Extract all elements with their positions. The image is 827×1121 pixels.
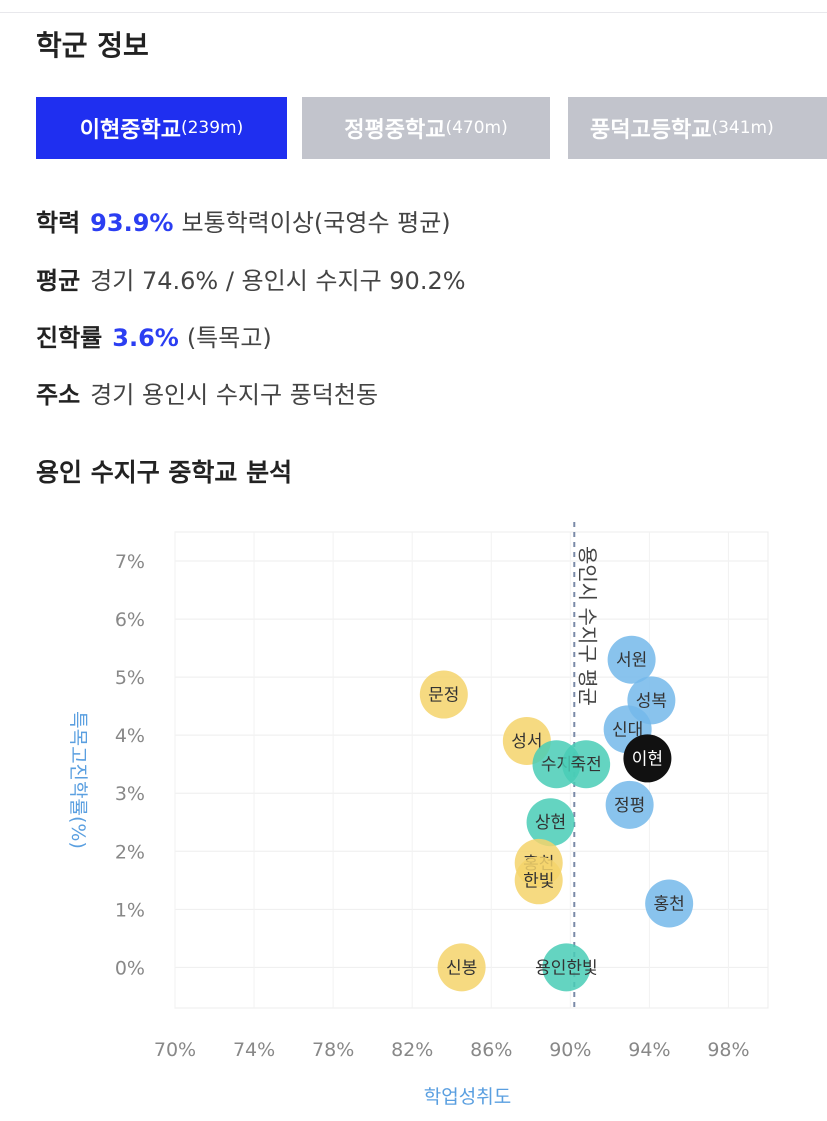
data-point-label: 신대 [612, 720, 643, 740]
y-tick-label: 4% [115, 725, 145, 747]
y-tick-label: 2% [115, 841, 145, 863]
info-academic-row: 학력 93.9% 보통학력이상(국영수 평균) [36, 203, 451, 238]
data-point [542, 943, 591, 992]
y-tick-label: 1% [115, 899, 145, 921]
info-average-text: 경기 74.6% / 용인시 수지구 90.2% [90, 267, 466, 295]
school-tabs: 이현중학교 (239m) 정평중학교 (470m) 풍덕고등학교 (341m) [36, 97, 827, 159]
info-advance-text: (특목고) [186, 324, 272, 352]
x-axis-label: 학업성취도 [424, 1086, 511, 1108]
data-point-label: 성복 [636, 691, 667, 711]
x-tick-label: 82% [391, 1039, 433, 1061]
data-point [607, 635, 656, 684]
info-address-label: 주소 [36, 381, 81, 409]
data-point-label: 죽전 [571, 755, 602, 775]
tab-school-2-name: 정평중학교 [344, 118, 446, 143]
data-point-label: 성서 [511, 732, 542, 752]
data-point [419, 670, 468, 719]
data-point-label: 홍천 [654, 895, 685, 915]
tab-school-1-distance: (239m) [180, 118, 244, 138]
tab-school-2-distance: (470m) [445, 118, 508, 138]
info-average-row: 평균 경기 74.6% / 용인시 수지구 90.2% [36, 261, 466, 296]
x-tick-label: 86% [470, 1039, 512, 1061]
tab-school-3-name: 풍덕고등학교 [590, 118, 712, 143]
chart-title: 용인 수지구 중학교 분석 [36, 458, 293, 487]
tab-school-3-distance: (341m) [711, 118, 774, 138]
data-point [645, 879, 694, 928]
info-advance-value: 3.6% [112, 324, 179, 352]
x-tick-label: 70% [154, 1039, 196, 1061]
info-address-text: 경기 용인시 수지구 풍덕천동 [90, 381, 379, 409]
info-academic-value: 93.9% [90, 209, 174, 237]
y-tick-label: 6% [115, 609, 145, 631]
info-average-label: 평균 [36, 267, 81, 295]
plot-area [174, 531, 769, 1009]
data-point-label: 정평 [614, 796, 645, 816]
y-tick-label: 3% [115, 783, 145, 805]
data-point-label: 문정 [428, 686, 459, 706]
tab-school-3[interactable]: 풍덕고등학교 (341m) [568, 97, 827, 159]
x-tick-label: 74% [233, 1039, 275, 1061]
data-point [514, 856, 563, 905]
info-academic-text: 보통학력이상(국영수 평균) [181, 209, 451, 237]
info-advance-label: 진학률 [36, 324, 103, 352]
top-divider [0, 12, 827, 13]
y-tick-label: 7% [115, 551, 145, 573]
info-address-row: 주소 경기 용인시 수지구 풍덕천동 [36, 375, 378, 410]
info-advance-row: 진학률 3.6% (특목고) [36, 318, 272, 353]
info-academic-label: 학력 [36, 209, 81, 237]
data-point [526, 798, 575, 847]
data-point-label: 한빛 [523, 871, 554, 891]
data-point [437, 943, 486, 992]
reference-line-label: 용인시 수지구 평균 [575, 546, 599, 706]
data-point-label: 이현 [632, 749, 663, 769]
data-point [562, 740, 611, 789]
y-tick-label: 5% [115, 667, 145, 689]
tab-school-1-name: 이현중학교 [79, 118, 181, 143]
scatter-chart: 0% 1% 2% 3% 4% 5% 6% 7% 70% 74% 78% 82% 86% 90% 94% 98%… [67, 522, 769, 1108]
y-axis-label: 특목고진학률(%) [67, 711, 89, 849]
data-point-label: 용인한빛 [535, 958, 598, 978]
x-tick-label: 90% [549, 1039, 591, 1061]
x-tick-label: 78% [312, 1039, 354, 1061]
section-title: 학군 정보 [36, 29, 149, 62]
x-tick-label: 94% [628, 1039, 670, 1061]
tab-school-1[interactable]: 이현중학교 (239m) [36, 97, 287, 159]
tab-school-2[interactable]: 정평중학교 (470m) [302, 97, 550, 159]
y-tick-label: 0% [115, 957, 145, 979]
data-point [605, 780, 654, 829]
x-tick-label: 98% [707, 1039, 749, 1061]
data-point-label: 신봉 [446, 958, 477, 978]
data-point-label: 서원 [616, 651, 647, 671]
data-point-label: 상현 [535, 813, 566, 833]
data-point [623, 734, 672, 783]
